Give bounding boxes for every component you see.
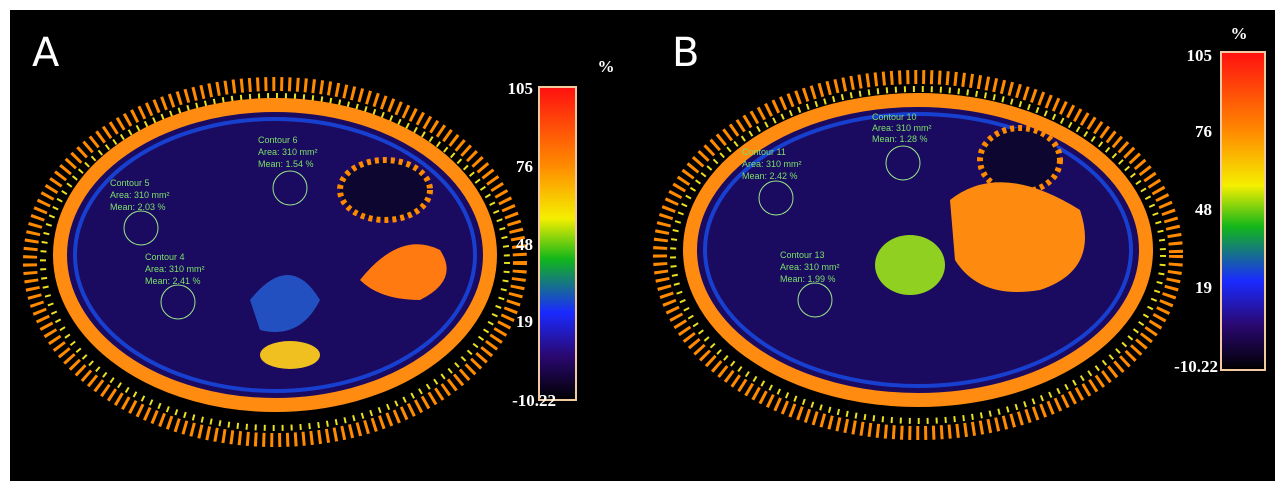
contour-mean: Mean: 2.41 %: [145, 276, 201, 286]
contour-mean: Mean: 1.28 %: [872, 134, 928, 144]
muscle: [703, 112, 1133, 388]
muscle: [73, 117, 477, 393]
contour-name: Contour 4: [145, 252, 185, 262]
stomach: [337, 157, 433, 223]
fat-speckle: [670, 86, 1166, 424]
contour-area: Area: 310 mm²: [742, 159, 802, 169]
contour-mean: Mean: 1.54 %: [258, 159, 314, 169]
fat-speckle: [23, 77, 527, 447]
colorbar-tick: -10.22: [1174, 357, 1218, 376]
panel-b: B Contour 10 Area: 310 mm² Mean: 1.28 % …: [653, 24, 1266, 440]
colorbar-tick: 105: [1187, 46, 1213, 65]
panel-a: A Contour 6 Area: 310 mm² Mean: 1.54 % C…: [23, 30, 615, 447]
panel-label: A: [32, 30, 60, 76]
colorbar-tick: 76: [1195, 122, 1212, 141]
spine: [875, 235, 945, 295]
colorbar: [1220, 51, 1266, 371]
fat-speckle: [653, 70, 1183, 440]
contour-mean: Mean: 2.42 %: [742, 171, 798, 181]
contour-name: Contour 11: [742, 147, 786, 157]
fat-speckle: [40, 93, 510, 431]
contour-area: Area: 310 mm²: [780, 262, 840, 272]
contour-mean: Mean: 1.99 %: [780, 274, 836, 284]
colorbar-unit: %: [598, 57, 615, 76]
organ: [250, 275, 320, 332]
organ: [950, 182, 1085, 292]
contour-name: Contour 5: [110, 178, 150, 188]
contour-area: Area: 310 mm²: [145, 264, 205, 274]
colorbar-tick: -10.22: [512, 391, 556, 410]
roi-circle: [758, 180, 794, 216]
colorbar-unit: %: [1231, 24, 1248, 43]
colorbar-tick: 105: [508, 79, 534, 98]
colorbar-tick: 19: [516, 312, 533, 331]
organ: [360, 244, 447, 300]
spine: [260, 341, 320, 369]
contour-mean: Mean: 2.03 %: [110, 202, 166, 212]
contour-name: Contour 13: [780, 250, 825, 260]
contour-area: Area: 310 mm²: [872, 123, 932, 133]
colorbar-tick: 48: [516, 235, 533, 254]
contour-area: Area: 310 mm²: [110, 190, 170, 200]
roi-circle: [272, 170, 308, 206]
colorbar-tick: 48: [1195, 200, 1212, 219]
roi-circle: [160, 284, 196, 320]
colorbar-tick: 76: [516, 157, 533, 176]
roi-circle: [123, 210, 159, 246]
colorbar-tick: 19: [1195, 278, 1212, 297]
contour-name: Contour 6: [258, 135, 298, 145]
contour-name: Contour 10: [872, 112, 917, 122]
colorbar: [538, 86, 577, 401]
contour-area: Area: 310 mm²: [258, 147, 318, 157]
panel-label: B: [672, 30, 699, 76]
roi-circle: [797, 282, 833, 318]
stomach: [977, 125, 1063, 195]
roi-circle: [885, 145, 921, 181]
